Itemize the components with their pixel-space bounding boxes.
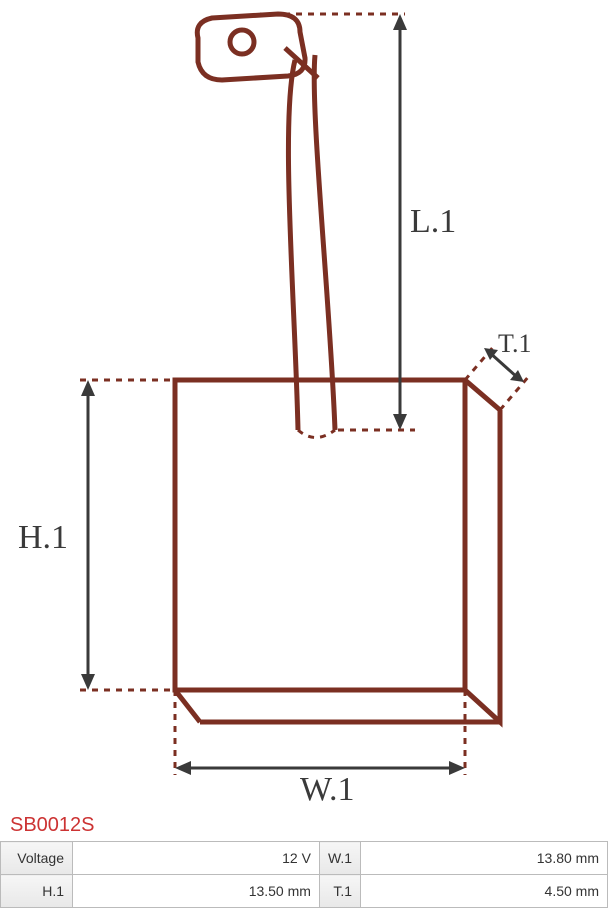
table-row: H.1 13.50 mm T.1 4.50 mm: [1, 875, 608, 908]
table-row: Voltage 12 V W.1 13.80 mm: [1, 842, 608, 875]
spec-label: W.1: [319, 842, 360, 875]
spec-value: 12 V: [73, 842, 320, 875]
spec-label: T.1: [319, 875, 360, 908]
dim-label-L1: L.1: [410, 203, 456, 240]
dim-label-H1: H.1: [18, 519, 68, 556]
part-number: SB0012S: [0, 810, 608, 841]
technical-drawing: L.1 H.1 W.1 T.1: [0, 0, 608, 810]
spec-label: Voltage: [1, 842, 73, 875]
dim-label-T1: T.1: [498, 329, 531, 358]
spec-value: 4.50 mm: [361, 875, 608, 908]
spec-label: H.1: [1, 875, 73, 908]
dim-label-W1: W.1: [300, 771, 354, 808]
spec-table: Voltage 12 V W.1 13.80 mm H.1 13.50 mm T…: [0, 841, 608, 908]
spec-value: 13.80 mm: [361, 842, 608, 875]
spec-value: 13.50 mm: [73, 875, 320, 908]
